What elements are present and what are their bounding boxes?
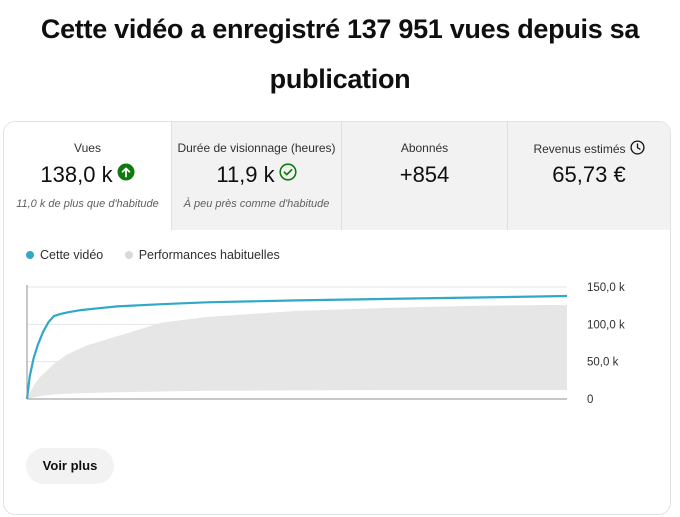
metric-tab-subscribers[interactable]: Abonnés +854 bbox=[341, 122, 507, 230]
see-more-button[interactable]: Voir plus bbox=[26, 448, 114, 484]
metric-comparison: 11,0 k de plus que d'habitude bbox=[16, 198, 159, 210]
analytics-card: Vues 138,0 k 11,0 k de plus que d'habitu… bbox=[3, 121, 671, 515]
clock-icon bbox=[629, 140, 645, 158]
metric-value: 11,9 k bbox=[172, 162, 341, 189]
page-title: Cette vidéo a enregistré 137 951 vues de… bbox=[40, 14, 640, 94]
metric-value: 65,73 € bbox=[552, 162, 626, 187]
metric-tab-watch-time[interactable]: Durée de visionnage (heures) 11,9 k À pe… bbox=[171, 122, 341, 230]
y-tick-label: 0 bbox=[587, 394, 593, 406]
y-tick-label: 50,0 k bbox=[587, 357, 619, 369]
metric-label: Revenus estimés bbox=[508, 140, 670, 159]
metric-label: Durée de visionnage (heures) bbox=[177, 141, 336, 155]
legend-label: Performances habituelles bbox=[138, 248, 280, 262]
metric-value: +854 bbox=[399, 162, 450, 187]
legend-item-this-video: Cette vidéo bbox=[26, 248, 103, 262]
check-circle-icon bbox=[279, 161, 297, 187]
metric-label: Vues bbox=[74, 141, 101, 155]
legend-dot bbox=[26, 250, 34, 259]
this-video-line bbox=[25, 294, 568, 400]
metric-label: Abonnés bbox=[400, 141, 449, 155]
legend-label: Cette vidéo bbox=[40, 248, 104, 262]
typical-performance-band bbox=[27, 304, 567, 399]
chart-legend: Cette vidéo Performances habituelles bbox=[26, 248, 298, 262]
legend-item-typical: Performances habituelles bbox=[124, 248, 280, 262]
y-tick-label: 150,0 k bbox=[587, 282, 625, 294]
legend-dot bbox=[124, 250, 133, 259]
metric-value: 138,0 k bbox=[4, 162, 171, 189]
metric-tab-revenue[interactable]: Revenus estimés 65,73 € bbox=[507, 122, 670, 230]
metric-tab-views[interactable]: Vues 138,0 k 11,0 k de plus que d'habitu… bbox=[4, 122, 171, 230]
y-tick-label: 100,0 k bbox=[587, 319, 625, 331]
metrics-row: Vues 138,0 k 11,0 k de plus que d'habitu… bbox=[4, 122, 670, 230]
metric-comparison: À peu près comme d'habitude bbox=[183, 198, 330, 210]
arrow-up-circle-icon bbox=[117, 161, 135, 187]
